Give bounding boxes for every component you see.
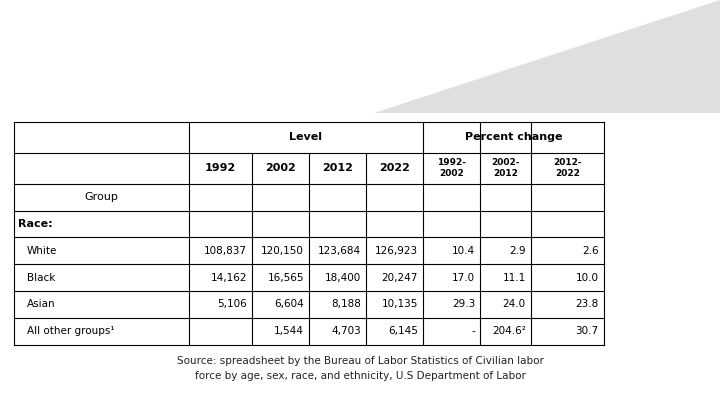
Text: All other groups¹: All other groups¹ <box>27 326 114 336</box>
Text: 6,145: 6,145 <box>388 326 418 336</box>
Text: 4,703: 4,703 <box>331 326 361 336</box>
Text: 126,923: 126,923 <box>375 246 418 256</box>
Text: 11.1: 11.1 <box>503 273 526 283</box>
Text: 1992-
2002: 1992- 2002 <box>437 158 466 178</box>
Text: -: - <box>472 326 475 336</box>
Text: Black: Black <box>27 273 55 283</box>
Text: 10.0: 10.0 <box>575 273 598 283</box>
Text: 18,400: 18,400 <box>325 273 361 283</box>
Text: 108,837: 108,837 <box>204 246 247 256</box>
Text: 16,565: 16,565 <box>267 273 304 283</box>
Text: 120,150: 120,150 <box>261 246 304 256</box>
Text: 10,135: 10,135 <box>382 299 418 309</box>
Text: Group: Group <box>84 192 119 202</box>
Text: Source: spreadsheet by the Bureau of Labor Statistics of Civilian labor
force by: Source: spreadsheet by the Bureau of Lab… <box>176 356 544 381</box>
Text: 14,162: 14,162 <box>210 273 247 283</box>
Text: 10.4: 10.4 <box>452 246 475 256</box>
Text: Minorities in the workforce: Minorities in the workforce <box>32 39 458 70</box>
Text: 2012-
2022: 2012- 2022 <box>553 158 582 178</box>
Text: 2002-
2012: 2002- 2012 <box>491 158 520 178</box>
Text: 29.3: 29.3 <box>451 299 475 309</box>
Text: 1992: 1992 <box>204 163 236 173</box>
Text: White: White <box>27 246 58 256</box>
Text: Asian: Asian <box>27 299 55 309</box>
Polygon shape <box>374 0 720 113</box>
Text: 23.8: 23.8 <box>575 299 598 309</box>
Text: 30.7: 30.7 <box>575 326 598 336</box>
Text: 5,106: 5,106 <box>217 299 247 309</box>
Text: 2.6: 2.6 <box>582 246 598 256</box>
Text: 2.9: 2.9 <box>509 246 526 256</box>
Text: 123,684: 123,684 <box>318 246 361 256</box>
Text: Level: Level <box>289 132 323 142</box>
Text: 8,188: 8,188 <box>331 299 361 309</box>
Text: 204.6²: 204.6² <box>492 326 526 336</box>
Text: 24.0: 24.0 <box>503 299 526 309</box>
Text: 17.0: 17.0 <box>452 273 475 283</box>
Text: 2002: 2002 <box>265 163 296 173</box>
Text: Percent change: Percent change <box>464 132 562 142</box>
Text: 1,544: 1,544 <box>274 326 304 336</box>
Text: 20,247: 20,247 <box>382 273 418 283</box>
Text: 6,604: 6,604 <box>274 299 304 309</box>
Text: 2022: 2022 <box>379 163 410 173</box>
Text: 2012: 2012 <box>322 163 353 173</box>
Text: Race:: Race: <box>17 219 52 229</box>
